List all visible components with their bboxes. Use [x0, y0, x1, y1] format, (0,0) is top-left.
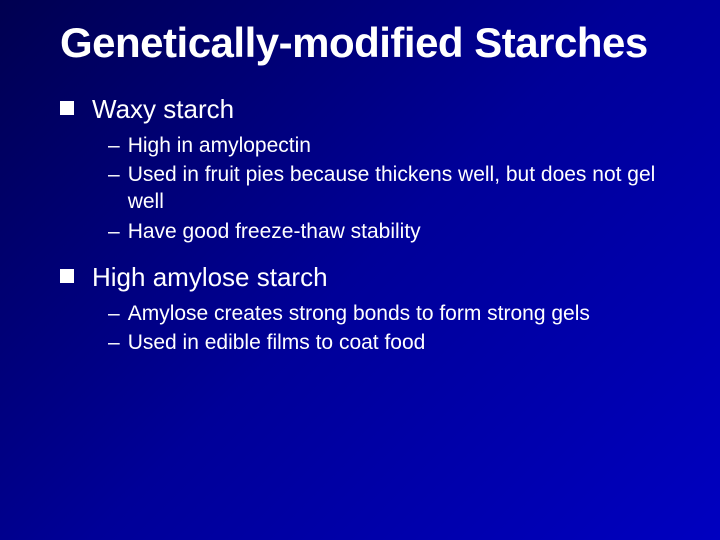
sub-bullet-text: Used in edible films to coat food: [128, 329, 426, 356]
sub-bullet-text: Used in fruit pies because thickens well…: [128, 161, 670, 216]
dash-icon: –: [108, 132, 120, 159]
bullet-item: High amylose starch: [60, 261, 670, 294]
sub-bullet-group: – High in amylopectin – Used in fruit pi…: [108, 132, 670, 245]
sub-bullet-text: Amylose creates strong bonds to form str…: [128, 300, 590, 327]
square-bullet-icon: [60, 101, 74, 115]
bullet-label: Waxy starch: [92, 93, 234, 126]
dash-icon: –: [108, 218, 120, 245]
sub-bullet-group: – Amylose creates strong bonds to form s…: [108, 300, 670, 357]
sub-bullet-item: – Used in edible films to coat food: [108, 329, 670, 356]
sub-bullet-item: – Used in fruit pies because thickens we…: [108, 161, 670, 216]
dash-icon: –: [108, 329, 120, 356]
square-bullet-icon: [60, 269, 74, 283]
dash-icon: –: [108, 300, 120, 327]
sub-bullet-item: – Amylose creates strong bonds to form s…: [108, 300, 670, 327]
bullet-item: Waxy starch: [60, 93, 670, 126]
sub-bullet-text: High in amylopectin: [128, 132, 311, 159]
sub-bullet-text: Have good freeze-thaw stability: [128, 218, 421, 245]
slide-title: Genetically-modified Starches: [60, 20, 670, 65]
bullet-label: High amylose starch: [92, 261, 328, 294]
sub-bullet-item: – High in amylopectin: [108, 132, 670, 159]
dash-icon: –: [108, 161, 120, 188]
sub-bullet-item: – Have good freeze-thaw stability: [108, 218, 670, 245]
slide: Genetically-modified Starches Waxy starc…: [0, 0, 720, 540]
